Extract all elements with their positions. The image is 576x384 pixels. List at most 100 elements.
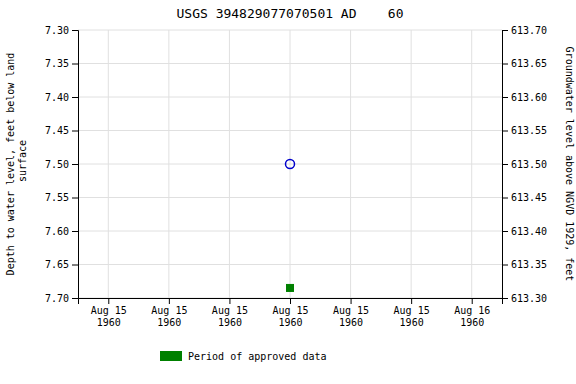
x-tick: Aug 161960 (454, 298, 490, 328)
x-tick-label: Aug 151960 (212, 305, 248, 328)
x-tick-label: Aug 151960 (91, 305, 127, 328)
legend-swatch (160, 351, 182, 361)
y-tick: 7.30 (45, 25, 78, 36)
axis-line (79, 299, 503, 305)
y-tick-mark (72, 30, 78, 31)
y2-axis-title: Groundwater level above NGVD 1929, feet (564, 47, 575, 282)
y-tick-label: 7.35 (45, 58, 69, 69)
y-tick-label: 7.45 (45, 125, 69, 136)
x-tick: Aug 151960 (212, 298, 248, 328)
legend: Period of approved data (160, 351, 326, 362)
marks (286, 160, 295, 292)
x-tick: Aug 151960 (272, 298, 308, 328)
grid (78, 30, 502, 298)
y2-tick-mark (502, 198, 508, 199)
y-axis-title: Depth to water level, feet below land su… (5, 53, 28, 276)
x-tick-mark (229, 298, 230, 304)
y2-tick: 613.60 (502, 92, 547, 103)
axis-line (72, 31, 79, 299)
grid-line-y (78, 264, 502, 265)
y2-tick-label: 613.50 (511, 159, 547, 170)
y2-tick-label: 613.70 (511, 25, 547, 36)
grid-line-y (78, 63, 502, 64)
y-tick: 7.65 (45, 259, 78, 270)
x-tick: Aug 151960 (91, 298, 127, 328)
grid-line-y (78, 197, 502, 198)
y2-tick: 613.45 (502, 192, 547, 203)
x-axis: Aug 151960 Aug 151960 Aug 151960 Aug 151960… (79, 298, 503, 328)
y-tick-mark (72, 64, 78, 65)
x-tick: Aug 151960 (394, 298, 430, 328)
x-tick-mark (169, 298, 170, 304)
x-tick-mark (290, 298, 291, 304)
y-tick-label: 7.65 (45, 259, 69, 270)
point (287, 284, 294, 291)
x-tick-mark (351, 298, 352, 304)
x-tick-mark (411, 298, 412, 304)
y2-tick-mark (502, 97, 508, 98)
y-tick-mark (72, 198, 78, 199)
y2-tick-label: 613.40 (511, 226, 547, 237)
y2-tick: 613.30 (502, 293, 547, 304)
y2-tick-label: 613.55 (511, 125, 547, 136)
x-tick: Aug 151960 (151, 298, 187, 328)
y2-tick: 613.40 (502, 226, 547, 237)
legend-label: Period of approved data (188, 351, 326, 362)
chart-container: Aug 151960 Aug 151960 Aug 151960 Aug 151960… (0, 0, 576, 384)
x-tick-mark (472, 298, 473, 304)
x-tick-label: Aug 151960 (333, 305, 369, 328)
y2-tick-label: 613.45 (511, 192, 547, 203)
x-tick-label: Aug 151960 (272, 305, 308, 328)
y-tick-label: 7.55 (45, 192, 69, 203)
y-tick: 7.70 (45, 293, 78, 304)
y2-tick-label: 613.60 (511, 92, 547, 103)
y2-tick: 613.65 (502, 58, 547, 69)
y-tick: 7.60 (45, 226, 78, 237)
y2-tick: 613.50 (502, 159, 547, 170)
y-tick: 7.45 (45, 125, 78, 136)
grid-line-y (78, 164, 502, 165)
x-tick-mark (108, 298, 109, 304)
y2-tick-label: 613.35 (511, 259, 547, 270)
y2-tick: 613.55 (502, 125, 547, 136)
point (286, 160, 295, 169)
grid-line-y (78, 97, 502, 98)
y2-tick-mark (502, 30, 508, 31)
y-tick-mark (72, 298, 78, 299)
y-tick: 7.55 (45, 192, 78, 203)
y-tick-label: 7.70 (45, 293, 69, 304)
chart-svg: Aug 151960 Aug 151960 Aug 151960 Aug 151960… (0, 0, 576, 384)
x-tick: Aug 151960 (333, 298, 369, 328)
y2-tick-label: 613.65 (511, 58, 547, 69)
y-tick-label: 7.60 (45, 226, 69, 237)
y-tick-label: 7.50 (45, 159, 69, 170)
y2-tick-mark (502, 231, 508, 232)
x-tick-label: Aug 151960 (151, 305, 187, 328)
y-axis: 7.30 7.35 7.40 7.45 7.50 7.55 7.60 7.65 7.70 (45, 25, 79, 304)
y-tick-mark (72, 231, 78, 232)
y2-tick-mark (502, 131, 508, 132)
x-tick-label: Aug 161960 (454, 305, 490, 328)
y-tick-mark (72, 265, 78, 266)
y2-tick-mark (502, 64, 508, 65)
y2-axis: 613.70 613.65 613.60 613.55 613.50 613.45 613.… (502, 25, 547, 304)
y-tick-label: 7.40 (45, 92, 69, 103)
y2-tick-mark (502, 164, 508, 165)
y2-tick-mark (502, 265, 508, 266)
y-tick-mark (72, 164, 78, 165)
y-tick: 7.35 (45, 58, 78, 69)
y-tick-label: 7.30 (45, 25, 69, 36)
y-tick-mark (72, 131, 78, 132)
y2-tick: 613.70 (502, 25, 547, 36)
y2-tick-mark (502, 298, 508, 299)
grid-line-y (78, 231, 502, 232)
axis-line (503, 31, 509, 299)
y2-tick: 613.35 (502, 259, 547, 270)
plot: Aug 151960 Aug 151960 Aug 151960 Aug 151960… (45, 25, 547, 328)
y-tick-mark (72, 97, 78, 98)
y-tick: 7.40 (45, 92, 78, 103)
y2-tick-label: 613.30 (511, 293, 547, 304)
grid-line-y (78, 30, 502, 31)
y-tick: 7.50 (45, 159, 78, 170)
title: USGS 394829077070501 AD 60 (177, 6, 404, 21)
